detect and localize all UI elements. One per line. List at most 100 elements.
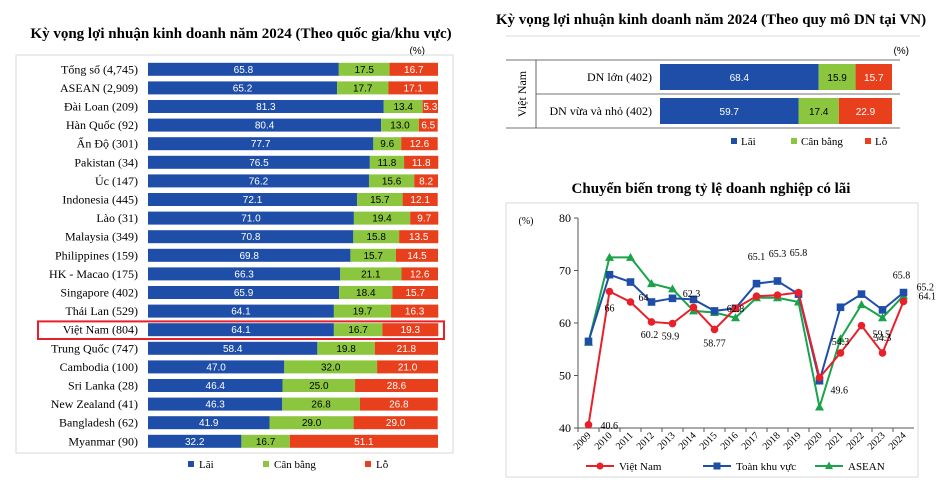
bar-segment-0 xyxy=(148,81,338,95)
x-tick-label: 2018 xyxy=(761,430,783,452)
category-label: Việt Nam (804) xyxy=(63,323,138,337)
y-tick-label: 80 xyxy=(559,211,571,225)
right-top-plot-area: Việt Nam DN lớn (402) 68.4 15.9 15.7 DN vừa v… xyxy=(506,35,920,129)
bar-value-label: 71.0 xyxy=(241,214,261,225)
series-point-region xyxy=(878,306,887,314)
series-line-2 xyxy=(587,256,905,408)
category-label: Philippines (159) xyxy=(55,248,138,262)
bar-value-label: 19.7 xyxy=(353,307,373,318)
legend-label: Lãi xyxy=(199,459,214,471)
series-point-region xyxy=(773,277,782,285)
series-point-region xyxy=(584,337,593,346)
bar-value-label: 9.6 xyxy=(380,139,394,150)
series-point-vietnam xyxy=(626,298,635,306)
legend-marker xyxy=(365,461,371,467)
data-label: 49.6 xyxy=(831,386,849,397)
bar-segment-0 xyxy=(148,434,242,448)
bar-value-label: 29.0 xyxy=(386,418,406,429)
left-chart-title: Kỳ vọng lợi nhuận kinh doanh năm 2024 (T… xyxy=(30,26,451,42)
y-tick-label: 50 xyxy=(559,369,571,383)
data-label-top: 65.8 xyxy=(790,248,808,259)
category-label: Myanmar (90) xyxy=(68,434,138,448)
bar-value-label: 21.1 xyxy=(361,269,381,280)
bar-segment-2 xyxy=(395,248,438,262)
bar-value-label: 46.3 xyxy=(205,400,225,411)
bar-segment-2 xyxy=(389,62,438,76)
bar-segment-1 xyxy=(337,81,389,95)
left-chart-frame xyxy=(15,54,454,454)
bar-segment-2 xyxy=(410,211,439,225)
series-point-vietnam xyxy=(710,325,719,334)
bar-segment-0 xyxy=(148,416,270,430)
bar-segment-1 xyxy=(333,304,392,318)
bar-value-label: 51.1 xyxy=(354,437,374,448)
bar-segment-1 xyxy=(284,360,378,374)
bar-segment-1 xyxy=(282,397,360,411)
bar-segment-2 xyxy=(838,98,892,124)
series-point-asean xyxy=(605,252,614,261)
bar-segment-0 xyxy=(148,155,370,169)
series-point-asean xyxy=(857,300,866,309)
bar-value-label: 17.1 xyxy=(403,83,423,94)
series-point-vietnam xyxy=(878,349,887,357)
bar-segment-2 xyxy=(382,323,439,337)
bar-value-label: 9.7 xyxy=(417,214,431,225)
x-tick-label: 2023 xyxy=(866,430,888,452)
bar-segment-0 xyxy=(148,100,384,113)
category-label: Bangladesh (62) xyxy=(59,416,138,430)
series-point-vietnam xyxy=(815,373,824,382)
bar-segment-1 xyxy=(383,100,423,113)
bar-value-label: 15.6 xyxy=(382,176,402,187)
series-point-vietnam xyxy=(836,349,845,357)
bar-value-label: 15.7 xyxy=(370,195,390,206)
series-point-vietnam xyxy=(731,304,740,313)
legend-marker xyxy=(713,462,721,470)
legend-marker xyxy=(865,138,871,144)
bar-value-label: 22.9 xyxy=(856,107,876,118)
bar-value-label: 76.5 xyxy=(249,158,269,169)
category-label: Đài Loan (209) xyxy=(64,100,138,114)
left-chart-unit: (%) xyxy=(409,46,425,57)
bar-value-label: 16.7 xyxy=(348,325,368,336)
legend-marker xyxy=(263,461,269,467)
series-point-asean xyxy=(626,252,635,261)
data-label: 58.77 xyxy=(703,338,726,349)
bar-value-label: 65.8 xyxy=(234,65,254,76)
x-tick-label: 2013 xyxy=(656,430,678,452)
series-point-asean xyxy=(731,313,740,322)
bar-value-label: 12.6 xyxy=(410,269,430,280)
bar-value-label: 14.5 xyxy=(407,251,427,262)
category-label: Lào (31) xyxy=(96,211,138,225)
bar-segment-2 xyxy=(391,304,439,318)
data-label: 54.3 xyxy=(874,333,892,344)
series-point-asean xyxy=(836,334,845,343)
legend-label: Việt Nam xyxy=(619,461,662,473)
legend-label: ASEAN xyxy=(848,461,885,473)
bar-segment-2 xyxy=(402,193,438,206)
bar-segment-0 xyxy=(148,211,354,225)
x-tick-label: 2017 xyxy=(740,430,762,452)
bar-value-label: 15.8 xyxy=(366,232,386,243)
bar-value-label: 13.4 xyxy=(393,102,413,113)
bar-value-label: 18.4 xyxy=(356,288,376,299)
data-label: 64 xyxy=(639,293,649,304)
bar-segment-1 xyxy=(818,64,856,90)
bar-segment-0 xyxy=(148,174,369,188)
data-label: 59.5 xyxy=(873,330,891,341)
category-label: Trung Quốc (747) xyxy=(51,341,138,355)
category-label: Indonesia (445) xyxy=(62,193,138,207)
data-label: 60.2 xyxy=(641,330,659,341)
bar-value-label: 32.0 xyxy=(321,362,341,373)
series-point-region xyxy=(668,294,677,303)
bar-value-label: 65.2 xyxy=(233,83,253,94)
bar-segment-0 xyxy=(148,304,334,318)
bar-segment-2 xyxy=(399,230,439,244)
x-tick-label: 2015 xyxy=(698,430,720,452)
data-label-top: 65.3 xyxy=(769,249,787,260)
bar-segment-2 xyxy=(359,397,438,411)
legend-marker xyxy=(596,462,604,470)
bar-value-label: 17.7 xyxy=(353,83,373,94)
data-label: 65.2 xyxy=(917,283,935,294)
bar-segment-2 xyxy=(289,434,438,448)
